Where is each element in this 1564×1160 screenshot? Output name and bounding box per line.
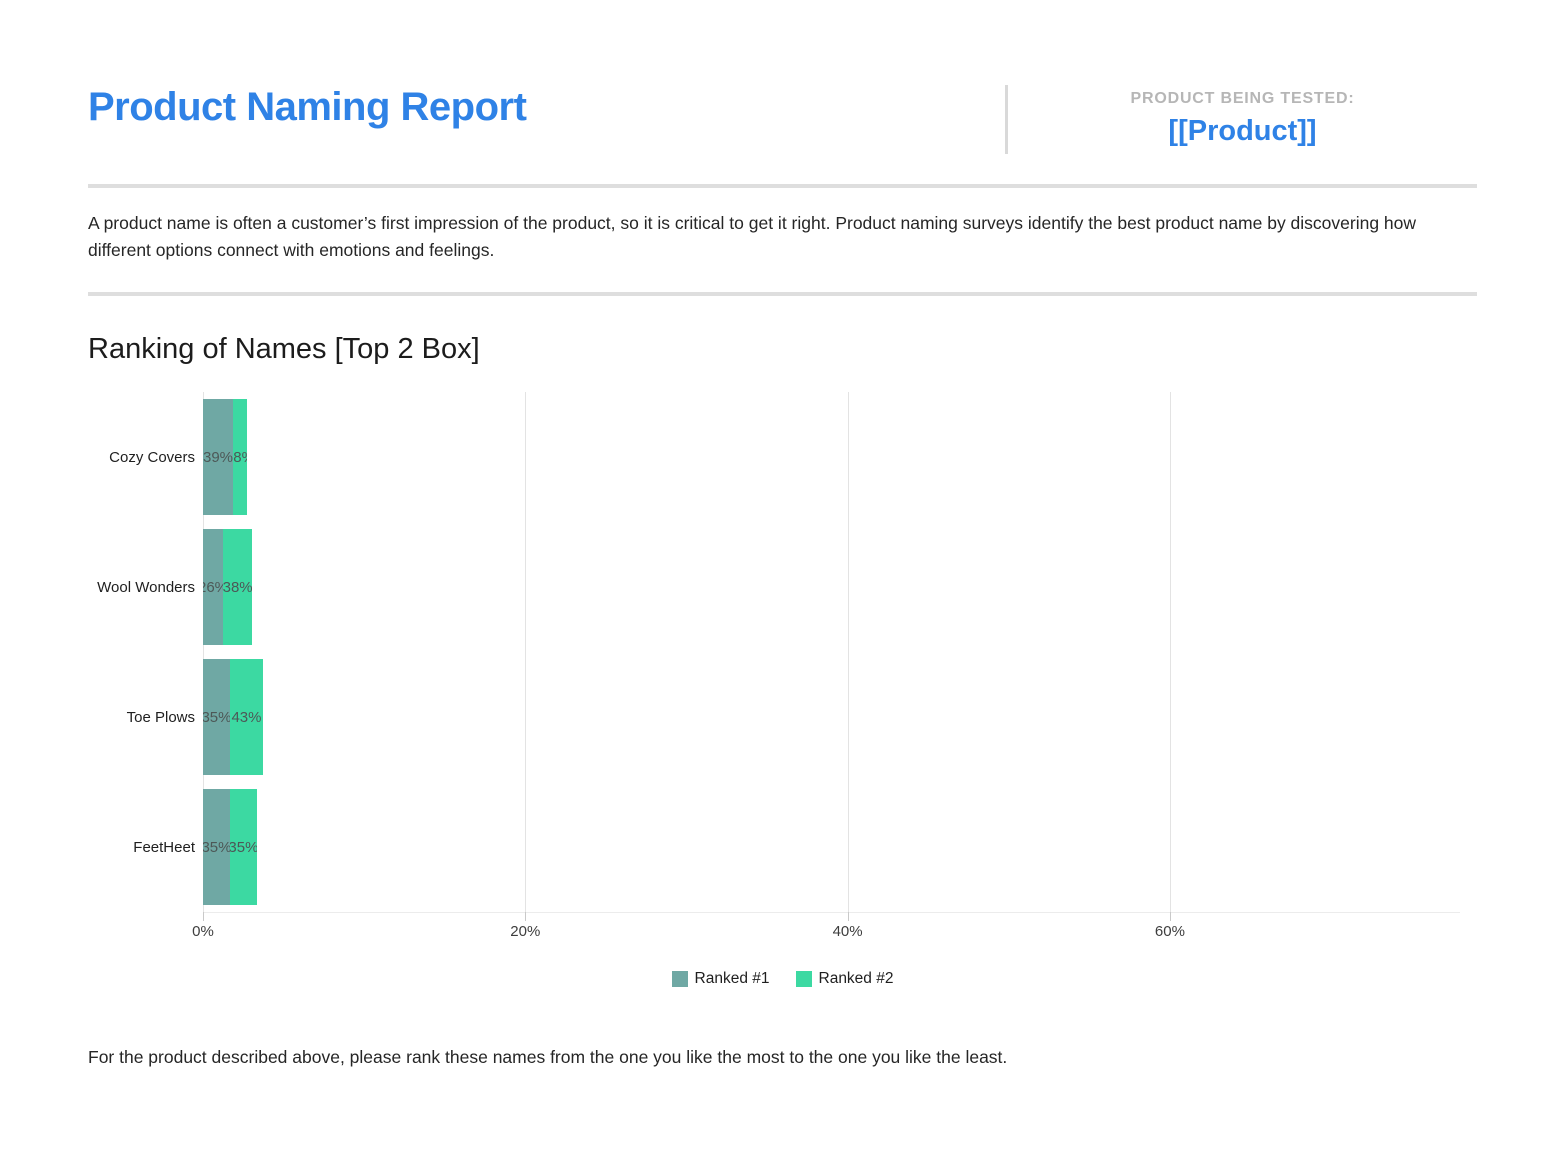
axis-tick (203, 912, 204, 921)
legend-item: Ranked #2 (795, 970, 894, 988)
bar-value-label: 43% (231, 708, 262, 726)
legend-label: Ranked #2 (818, 970, 894, 987)
axis-tick (1169, 912, 1171, 921)
bar-value-label: 39% (203, 448, 234, 466)
page-title: Product Naming Report (88, 85, 527, 129)
bar-value-label: 18% (233, 448, 247, 466)
category-label: FeetHeet (133, 838, 195, 856)
category-label: Wool Wonders (97, 578, 195, 596)
bar-value-label: 38% (223, 578, 253, 596)
bar-row: 35% 35% (203, 789, 263, 905)
legend-swatch-icon (795, 971, 812, 987)
bar-row: 35% 43% (203, 659, 264, 775)
bar-segment: 26% (203, 529, 224, 645)
section-title: Ranking of Names [Top 2 Box] (88, 333, 480, 365)
chart-category-labels: Cozy Covers Wool Wonders Toe Plows FeetHeet (88, 392, 195, 912)
gridline (1169, 392, 1171, 912)
bar-value-label: 35% (203, 838, 230, 856)
legend-item: Ranked #1 (671, 970, 770, 988)
divider-middle (88, 292, 1477, 296)
axis-tick-label: 40% (832, 923, 863, 940)
bar-segment: 38% (223, 529, 253, 645)
axis-tick (847, 912, 849, 921)
category-label: Toe Plows (126, 708, 195, 726)
product-placeholder: [[Product]] (1168, 115, 1317, 147)
legend-swatch-icon (671, 971, 688, 987)
gridline (203, 392, 204, 912)
bar-segment: 18% (233, 399, 247, 515)
axis-tick-label: 0% (192, 923, 214, 940)
bar-value-label: 35% (203, 708, 230, 726)
axis-tick-label: 20% (510, 923, 541, 940)
legend-label: Ranked #1 (694, 970, 770, 987)
chart-plot-area: 0%20%40%60%39%18%26%38%35%43%35%35% (192, 392, 1460, 940)
bar-segment: 43% (229, 659, 264, 775)
bar-segment: 39% (203, 399, 234, 515)
gridline (525, 392, 527, 912)
divider-top (88, 184, 1477, 188)
bar-segment: 35% (203, 659, 230, 775)
survey-question-text: For the product described above, please … (88, 1047, 1008, 1067)
product-tested-label: PRODUCT BEING TESTED: (1130, 90, 1355, 107)
bar-row: 39%18% (203, 399, 263, 515)
axis-tick (525, 912, 527, 921)
bar-segment: 35% (203, 789, 230, 905)
chart-legend: Ranked #1 Ranked #2 (88, 970, 1477, 988)
bar-segment: 35% (229, 789, 257, 905)
bar-row: 26%38% (203, 529, 263, 645)
product-tested-block: PRODUCT BEING TESTED: [[Product]] (1005, 85, 1477, 154)
axis-tick-label: 60% (1154, 923, 1185, 940)
ranking-chart: Cozy Covers Wool Wonders Toe Plows FeetHeet… (88, 392, 1477, 1004)
report-header: Product Naming Report PRODUCT BEING TEST… (88, 85, 1477, 154)
intro-paragraph: A product name is often a customer’s fir… (88, 213, 1417, 260)
gridline (847, 392, 849, 912)
category-label: Cozy Covers (109, 448, 195, 466)
bar-value-label: 26% (203, 578, 223, 596)
bar-value-label: 35% (229, 838, 257, 856)
